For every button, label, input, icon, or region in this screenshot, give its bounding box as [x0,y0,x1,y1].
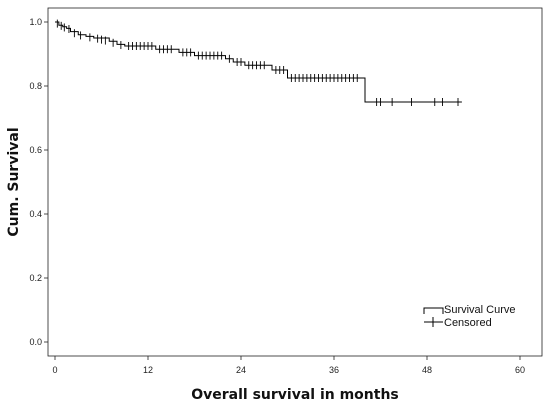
x-tick-label: 60 [515,365,525,375]
legend: Survival Curve Censored [423,304,516,329]
legend-censored-symbol [424,317,443,327]
y-tick-label: 0.4 [29,209,42,219]
y-tick-label: 0.6 [29,145,42,155]
x-tick-label: 0 [52,365,57,375]
legend-survival-curve-symbol [423,307,444,314]
legend-label-censored: Censored [444,317,492,329]
y-axis-ticks: 0.0 0.2 0.4 0.6 0.8 1.0 [29,17,48,347]
x-tick-label: 36 [329,365,339,375]
plot-frame [47,7,543,357]
legend-label-survival-curve: Survival Curve [444,304,516,316]
y-tick-label: 0.8 [29,81,42,91]
censored-markers-layer [56,19,459,106]
x-tick-label: 48 [422,365,432,375]
y-tick-label: 0.0 [29,337,42,347]
x-tick-label: 12 [143,365,153,375]
x-axis-title: Overall survival in months [191,387,399,403]
y-axis-title: Cum. Survival [6,127,22,236]
y-tick-label: 0.2 [29,273,42,283]
x-tick-label: 24 [236,365,246,375]
x-axis-ticks: 0 12 24 36 48 60 [52,356,525,375]
y-tick-label: 1.0 [29,17,42,27]
